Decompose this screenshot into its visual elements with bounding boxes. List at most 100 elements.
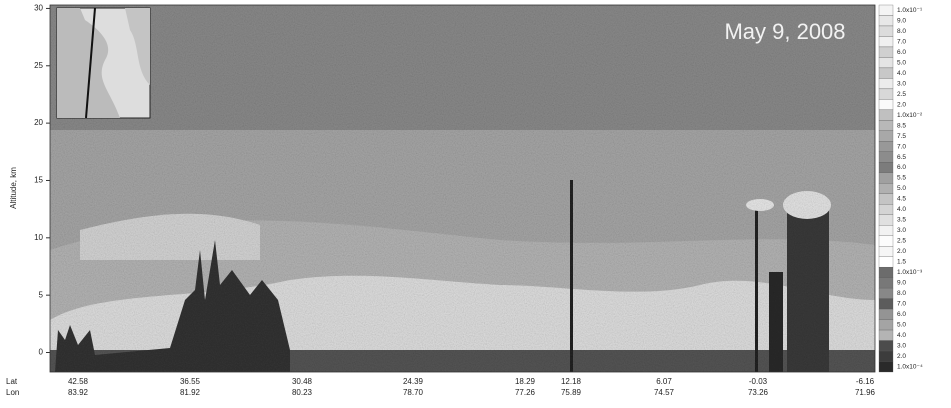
colorbar-swatch [879, 257, 893, 267]
colorbar-swatch [879, 173, 893, 183]
chart-title: May 9, 2008 [724, 19, 845, 44]
colorbar-label: 2.0 [897, 101, 906, 108]
colorbar-swatch [879, 341, 893, 351]
y-tick-label: 0 [39, 348, 44, 357]
x-tick-label: 42.58 [68, 377, 89, 386]
colorbar-label: 4.0 [897, 70, 906, 77]
colorbar-label: 6.0 [897, 164, 906, 171]
colorbar-swatch [879, 57, 893, 67]
colorbar-swatch [879, 131, 893, 141]
colorbar-swatch [879, 110, 893, 120]
colorbar-swatch [879, 351, 893, 361]
x-tick-label: 24.39 [403, 377, 424, 386]
colorbar-swatch [879, 36, 893, 46]
colorbar-label: 8.0 [897, 290, 906, 297]
colorbar-swatch [879, 15, 893, 25]
x-tick-label: 81.92 [180, 388, 201, 397]
colorbar-label: 2.5 [897, 91, 906, 98]
x-tick-label: 12.18 [561, 377, 582, 386]
y-axis-label: Altitude, km [9, 167, 18, 209]
colorbar-label: 4.0 [897, 206, 906, 213]
colorbar-label: 6.0 [897, 311, 906, 318]
colorbar-swatch [879, 120, 893, 130]
colorbar-label: 2.0 [897, 353, 906, 360]
colorbar-label: 7.0 [897, 143, 906, 150]
colorbar-swatch [879, 162, 893, 172]
colorbar-label: 7.0 [897, 301, 906, 308]
inset-map [57, 8, 150, 118]
colorbar-label: 9.0 [897, 17, 906, 24]
chart: May 9, 2008 Altitude, km 0 5 10 15 20 25 30 Lat… [0, 0, 951, 408]
colorbar-swatch [879, 194, 893, 204]
colorbar-swatch [879, 330, 893, 340]
colorbar-label: 3.0 [897, 227, 906, 234]
colorbar-label: 6.0 [897, 49, 906, 56]
y-tick-label: 5 [39, 290, 44, 299]
colorbar-label: 7.5 [897, 133, 906, 140]
colorbar-swatch [879, 152, 893, 162]
colorbar-swatch [879, 141, 893, 151]
colorbar-label: 2.5 [897, 238, 906, 245]
x-tick-label: 71.96 [855, 388, 876, 397]
colorbar-swatch [879, 278, 893, 288]
colorbar-label: 5.0 [897, 185, 906, 192]
colorbar-label: 2.0 [897, 248, 906, 255]
x-tick-label: 75.89 [561, 388, 582, 397]
y-tick-label: 10 [34, 233, 43, 242]
colorbar-label: 1.0x10⁻² [897, 112, 923, 119]
x-tick-label: 73.26 [748, 388, 769, 397]
colorbar-swatch [879, 215, 893, 225]
colorbar-swatch [879, 89, 893, 99]
x-tick-label: -0.03 [749, 377, 768, 386]
x-tick-label: 6.07 [656, 377, 672, 386]
colorbar-label: 8.0 [897, 28, 906, 35]
x-tick-label: 36.55 [180, 377, 201, 386]
colorbar-swatch [879, 78, 893, 88]
curtain-image [50, 5, 875, 372]
colorbar-swatch [879, 320, 893, 330]
x-tick-label: 18.29 [515, 377, 536, 386]
colorbar-label: 1.5 [897, 259, 906, 266]
colorbar-label: 9.0 [897, 280, 906, 287]
colorbar-label: 5.5 [897, 175, 906, 182]
colorbar-swatch [879, 99, 893, 109]
x-tick-label: -6.16 [856, 377, 875, 386]
x-tick-label: 83.92 [68, 388, 89, 397]
x-tick-label: 77.26 [515, 388, 536, 397]
colorbar-label: 7.0 [897, 38, 906, 45]
colorbar-label: 4.0 [897, 332, 906, 339]
y-tick-label: 20 [34, 118, 43, 127]
x-tick-label: 30.48 [292, 377, 313, 386]
y-tick-label: 25 [34, 61, 43, 70]
y-tick-label: 30 [34, 4, 43, 13]
colorbar-label: 6.5 [897, 154, 906, 161]
colorbar-swatch [879, 204, 893, 214]
colorbar-swatch [879, 236, 893, 246]
colorbar-label: 5.0 [897, 59, 906, 66]
x-tick-label: 78.70 [403, 388, 424, 397]
colorbar-swatch [879, 5, 893, 15]
x-tick-label: 80.23 [292, 388, 313, 397]
colorbar-label: 3.5 [897, 217, 906, 224]
colorbar-label: 3.0 [897, 343, 906, 350]
colorbar-swatch [879, 299, 893, 309]
colorbar-swatch [879, 26, 893, 36]
colorbar-swatch [879, 309, 893, 319]
y-tick-label: 15 [34, 176, 43, 185]
colorbar-swatch [879, 267, 893, 277]
colorbar-swatch [879, 225, 893, 235]
colorbar-label: 1.0x10⁻³ [897, 269, 923, 276]
colorbar-swatch [879, 183, 893, 193]
x-tick-label: 74.57 [654, 388, 675, 397]
colorbar-swatch [879, 246, 893, 256]
colorbar-label: 3.0 [897, 80, 906, 87]
colorbar-label: 8.5 [897, 122, 906, 129]
x-row-name: Lat [6, 377, 18, 386]
x-row-name: Lon [6, 388, 19, 397]
colorbar-swatch [879, 288, 893, 298]
colorbar-swatch [879, 362, 893, 372]
colorbar-label: 1.0x10⁻⁴ [897, 363, 923, 370]
colorbar-swatch [879, 68, 893, 78]
colorbar-label: 4.5 [897, 196, 906, 203]
colorbar-swatch [879, 47, 893, 57]
